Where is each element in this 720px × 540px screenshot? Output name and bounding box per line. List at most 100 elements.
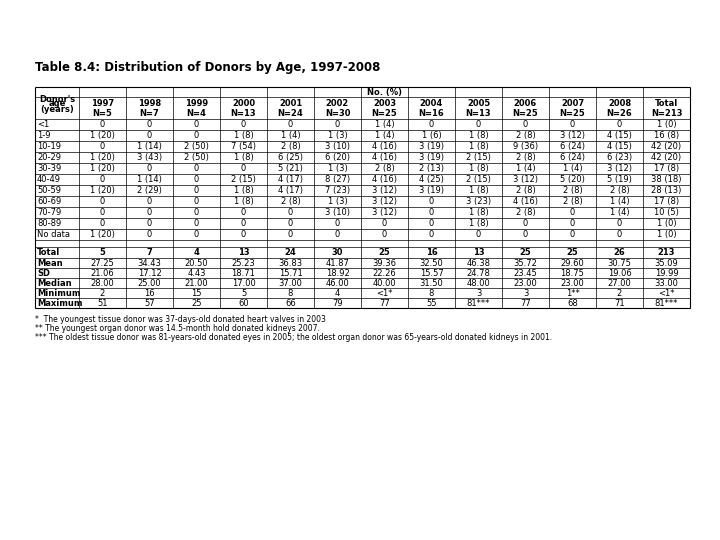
Text: 1 (3): 1 (3): [328, 197, 347, 206]
Text: 30: 30: [332, 248, 343, 257]
Text: 1 (20): 1 (20): [90, 153, 115, 162]
Text: 6 (20): 6 (20): [325, 153, 350, 162]
Text: 17 (8): 17 (8): [654, 164, 679, 173]
Text: N=4: N=4: [186, 109, 207, 118]
Text: 2 (50): 2 (50): [184, 153, 209, 162]
Text: 29.60: 29.60: [561, 259, 585, 267]
Text: N=26: N=26: [607, 109, 632, 118]
Text: 10 (5): 10 (5): [654, 208, 679, 217]
Text: 1 (14): 1 (14): [137, 175, 162, 184]
Text: 3 (12): 3 (12): [372, 186, 397, 195]
Text: 2 (8): 2 (8): [610, 186, 629, 195]
Text: Total: Total: [37, 248, 60, 257]
Text: 1 (3): 1 (3): [328, 164, 347, 173]
Text: No. (%): No. (%): [367, 87, 402, 97]
Text: 4 (16): 4 (16): [372, 153, 397, 162]
Text: 1 (0): 1 (0): [657, 230, 676, 239]
Text: 21.00: 21.00: [185, 279, 208, 287]
Text: 0: 0: [241, 164, 246, 173]
Text: 27.25: 27.25: [91, 259, 114, 267]
Text: 2 (15): 2 (15): [466, 153, 491, 162]
Text: 4 (25): 4 (25): [419, 175, 444, 184]
Text: 33.00: 33.00: [654, 279, 678, 287]
Text: 1 (4): 1 (4): [516, 164, 535, 173]
Text: N=13: N=13: [466, 109, 491, 118]
Text: 1 (8): 1 (8): [469, 186, 488, 195]
Text: 1 (20): 1 (20): [90, 164, 115, 173]
Text: 0: 0: [570, 120, 575, 129]
Text: 7: 7: [147, 248, 153, 257]
Text: 6 (23): 6 (23): [607, 153, 632, 162]
Text: 0: 0: [476, 230, 481, 239]
Text: 5: 5: [241, 288, 246, 298]
Text: 4 (16): 4 (16): [513, 197, 538, 206]
Text: 22.26: 22.26: [373, 268, 397, 278]
Text: 0: 0: [100, 175, 105, 184]
Text: 0: 0: [429, 230, 434, 239]
Text: 55: 55: [426, 299, 437, 307]
Text: 2 (8): 2 (8): [516, 153, 536, 162]
Text: Mean: Mean: [37, 259, 63, 267]
Text: 3 (43): 3 (43): [137, 153, 162, 162]
Text: 4 (15): 4 (15): [607, 131, 632, 140]
Text: 4 (16): 4 (16): [372, 175, 397, 184]
Text: 1 (8): 1 (8): [233, 197, 253, 206]
Text: 0: 0: [570, 230, 575, 239]
Text: *  The youngest tissue donor was 37-days-old donated heart valves in 2003: * The youngest tissue donor was 37-days-…: [35, 315, 326, 324]
Text: 1 (4): 1 (4): [563, 164, 582, 173]
Text: 0: 0: [617, 230, 622, 239]
Text: *** The oldest tissue donor was 81-years-old donated eyes in 2005; the oldest or: *** The oldest tissue donor was 81-years…: [35, 333, 552, 342]
Text: N=25: N=25: [513, 109, 539, 118]
Text: 66: 66: [285, 299, 296, 307]
Text: 25.00: 25.00: [138, 279, 161, 287]
Text: 0: 0: [194, 175, 199, 184]
Text: 25: 25: [379, 248, 390, 257]
Text: SD: SD: [37, 268, 50, 278]
Text: 2000: 2000: [232, 98, 255, 107]
Text: 15.71: 15.71: [279, 268, 302, 278]
Text: 35.09: 35.09: [654, 259, 678, 267]
Text: 25: 25: [192, 299, 202, 307]
Text: 2 (8): 2 (8): [562, 186, 582, 195]
Text: 1 (8): 1 (8): [469, 208, 488, 217]
Text: 1999: 1999: [185, 98, 208, 107]
Text: 39.36: 39.36: [372, 259, 397, 267]
Text: 1 (14): 1 (14): [137, 142, 162, 151]
Text: 0: 0: [288, 120, 293, 129]
Text: 0: 0: [523, 219, 528, 228]
Text: Minimum: Minimum: [37, 288, 81, 298]
Text: 8 (27): 8 (27): [325, 175, 350, 184]
Text: 2002: 2002: [326, 98, 349, 107]
Text: N=5: N=5: [93, 109, 112, 118]
Text: 0: 0: [429, 197, 434, 206]
Text: 30.75: 30.75: [608, 259, 631, 267]
Text: 3: 3: [476, 288, 481, 298]
Text: 13: 13: [473, 248, 485, 257]
Text: 7 (54): 7 (54): [231, 142, 256, 151]
Text: 0: 0: [288, 208, 293, 217]
Text: 0: 0: [335, 219, 340, 228]
Text: 24.78: 24.78: [467, 268, 490, 278]
Text: 1 (20): 1 (20): [90, 186, 115, 195]
Text: 0: 0: [194, 186, 199, 195]
Text: 20-29: 20-29: [37, 153, 61, 162]
Text: 4 (17): 4 (17): [278, 175, 303, 184]
Text: Total: Total: [655, 98, 678, 107]
Text: 3 (12): 3 (12): [607, 164, 632, 173]
Text: 0: 0: [194, 208, 199, 217]
Text: 2: 2: [617, 288, 622, 298]
Text: 4 (16): 4 (16): [372, 142, 397, 151]
Text: 0: 0: [523, 230, 528, 239]
Text: 0: 0: [523, 120, 528, 129]
Text: 5 (20): 5 (20): [560, 175, 585, 184]
Text: 60: 60: [238, 299, 249, 307]
Text: 1 (4): 1 (4): [374, 120, 395, 129]
Text: 68: 68: [567, 299, 578, 307]
Text: 3 (19): 3 (19): [419, 142, 444, 151]
Text: N=24: N=24: [278, 109, 303, 118]
Text: 6 (25): 6 (25): [278, 153, 303, 162]
Text: 3 (10): 3 (10): [325, 142, 350, 151]
Text: 1**: 1**: [566, 288, 580, 298]
Text: 2 (15): 2 (15): [466, 175, 491, 184]
Text: 57: 57: [144, 299, 155, 307]
